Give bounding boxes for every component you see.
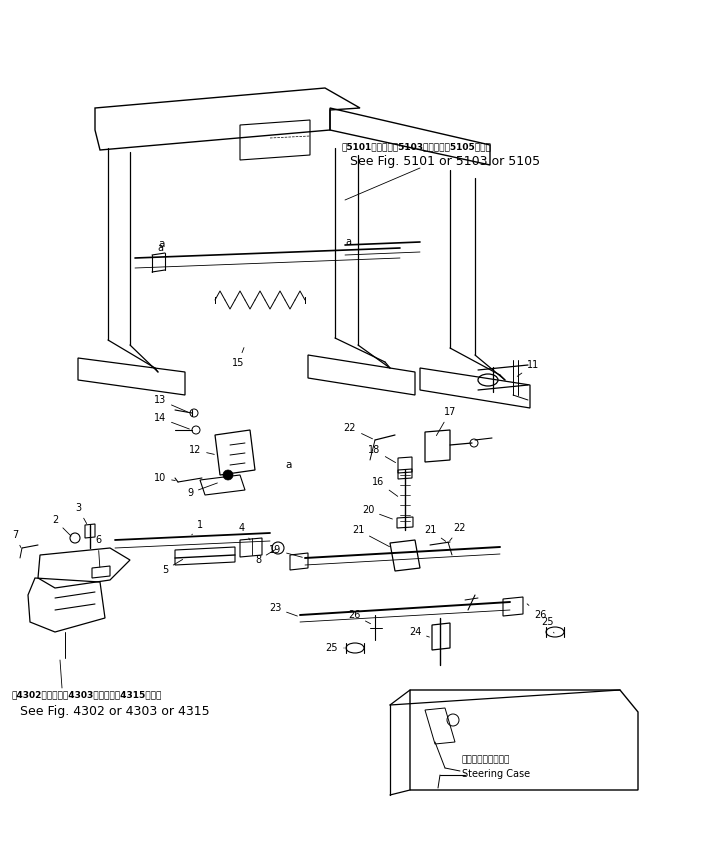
Text: 26: 26 bbox=[348, 610, 371, 624]
Text: 21: 21 bbox=[424, 525, 446, 541]
Text: Steering Case: Steering Case bbox=[462, 769, 530, 779]
Text: See Fig. 5101 or 5103 or 5105: See Fig. 5101 or 5103 or 5105 bbox=[350, 155, 540, 169]
Text: 2: 2 bbox=[52, 515, 71, 536]
Text: 13: 13 bbox=[154, 395, 187, 412]
Text: 3: 3 bbox=[75, 503, 87, 523]
Text: 26: 26 bbox=[527, 604, 546, 620]
Text: 21: 21 bbox=[352, 525, 390, 547]
Text: 第5101図または第5103図または第5105図参照: 第5101図または第5103図または第5105図参照 bbox=[342, 142, 492, 152]
Text: 24: 24 bbox=[409, 627, 430, 637]
Text: 14: 14 bbox=[154, 413, 189, 429]
Text: 19: 19 bbox=[269, 545, 302, 557]
Circle shape bbox=[223, 470, 233, 480]
Text: 6: 6 bbox=[95, 535, 101, 567]
Text: a: a bbox=[345, 237, 351, 247]
Text: ステアリングケース: ステアリングケース bbox=[462, 756, 510, 765]
Text: 1: 1 bbox=[192, 520, 203, 535]
Text: 25: 25 bbox=[326, 643, 344, 653]
Text: a: a bbox=[158, 239, 164, 249]
Text: a: a bbox=[157, 243, 163, 253]
Text: 4: 4 bbox=[239, 523, 250, 540]
Text: 12: 12 bbox=[189, 445, 215, 455]
Text: 第4302図または第4303図または第4315図参照: 第4302図または第4303図または第4315図参照 bbox=[12, 690, 163, 700]
Text: 18: 18 bbox=[368, 445, 395, 463]
Text: 25: 25 bbox=[542, 617, 554, 633]
Text: 17: 17 bbox=[437, 407, 456, 436]
Text: 8: 8 bbox=[255, 550, 275, 565]
Text: 5: 5 bbox=[162, 560, 183, 575]
Text: 15: 15 bbox=[232, 348, 244, 368]
Text: 11: 11 bbox=[517, 360, 539, 377]
Text: 22: 22 bbox=[450, 523, 466, 541]
Text: 23: 23 bbox=[268, 603, 297, 616]
Text: 22: 22 bbox=[343, 423, 372, 438]
Text: a: a bbox=[285, 460, 292, 470]
Text: 16: 16 bbox=[372, 477, 397, 496]
Text: See Fig. 4302 or 4303 or 4315: See Fig. 4302 or 4303 or 4315 bbox=[20, 706, 210, 718]
Text: 7: 7 bbox=[12, 530, 21, 548]
Text: 20: 20 bbox=[362, 505, 393, 519]
Text: 9: 9 bbox=[187, 483, 217, 498]
Text: 10: 10 bbox=[154, 473, 175, 483]
